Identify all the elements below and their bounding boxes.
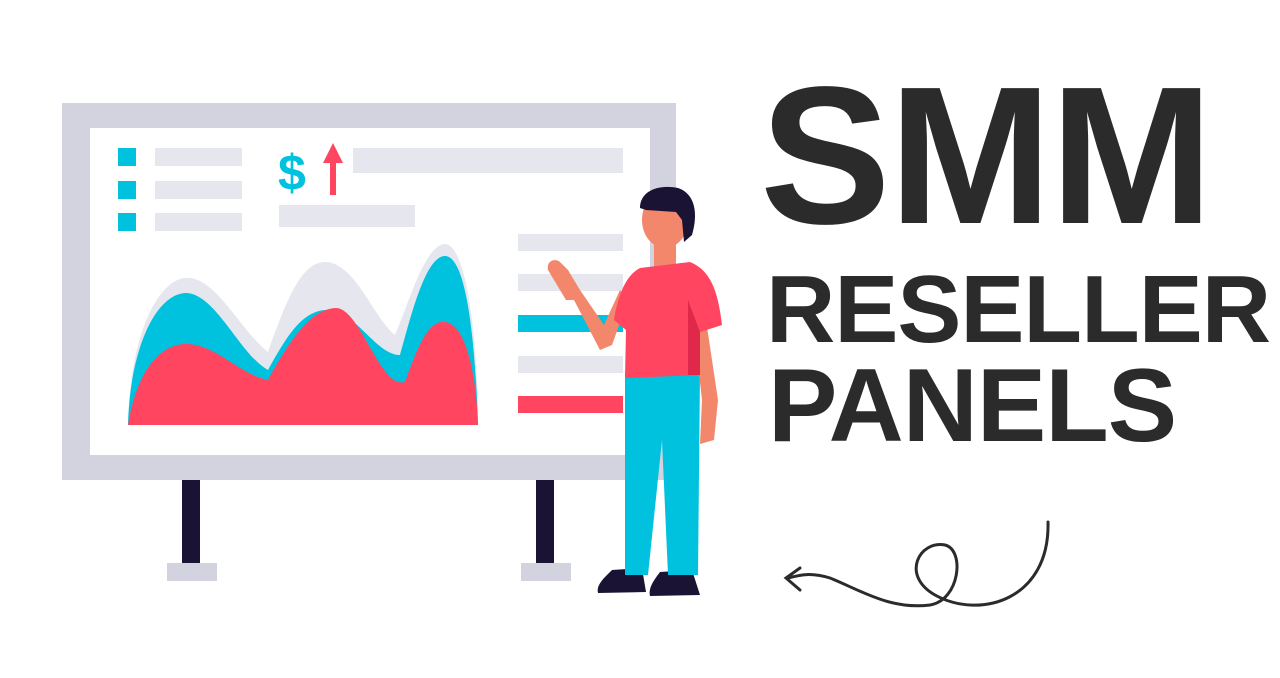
pants xyxy=(625,370,700,575)
curly-arrow-line xyxy=(786,520,1050,608)
list-bar xyxy=(155,213,242,231)
arm-left xyxy=(560,262,628,350)
list-bar xyxy=(155,148,242,166)
board-foot-right xyxy=(521,563,571,581)
shirt-shade xyxy=(688,300,700,375)
presenter-person xyxy=(547,186,722,596)
up-arrow-head xyxy=(323,143,343,163)
board-leg-right xyxy=(536,478,554,566)
board-bar xyxy=(353,148,623,173)
legend-bar xyxy=(518,356,623,373)
area-red xyxy=(128,307,478,425)
hand-wave xyxy=(547,260,574,300)
area-chart xyxy=(128,244,478,425)
board-leg-left xyxy=(182,478,200,566)
dollar-symbol: $ xyxy=(278,145,306,201)
headline-reseller: RESELLER xyxy=(766,256,1271,363)
list-bar xyxy=(155,181,242,199)
headline-smm: SMM xyxy=(760,46,1213,265)
board-bar xyxy=(279,205,415,227)
shoe-right xyxy=(649,570,700,596)
curly-arrow-head xyxy=(783,566,802,592)
hair xyxy=(640,186,696,242)
curly-arrow-icon xyxy=(783,520,1050,608)
list-bullet xyxy=(118,148,136,166)
dollar-up-arrow-icon: $ xyxy=(278,143,343,201)
legend-bar xyxy=(518,396,623,413)
legend-bar xyxy=(518,234,623,251)
up-arrow-shaft xyxy=(330,160,336,195)
list-bullet xyxy=(118,213,136,231)
headline-panels: PANELS xyxy=(768,348,1177,464)
list-bullet xyxy=(118,181,136,199)
board-list xyxy=(118,148,242,231)
board-foot-left xyxy=(167,563,217,581)
